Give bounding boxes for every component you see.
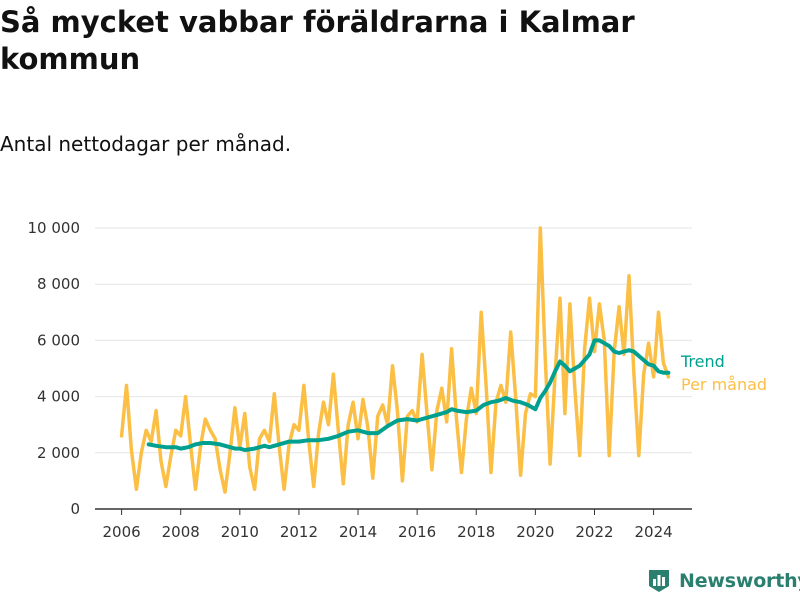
x-tick-label: 2012 xyxy=(280,523,318,541)
x-tick-label: 2006 xyxy=(103,523,141,541)
x-tick-label: 2014 xyxy=(339,523,377,541)
brand-name: Newsworthy xyxy=(679,570,800,592)
y-tick-label: 8 000 xyxy=(37,275,80,293)
y-tick-label: 4 000 xyxy=(37,388,80,406)
x-tick-label: 2018 xyxy=(457,523,495,541)
y-tick-label: 2 000 xyxy=(37,444,80,462)
monthly-series-label: Per månad xyxy=(681,375,767,394)
chart-title: Så mycket vabbar föräldrarna i Kalmar ko… xyxy=(0,5,635,76)
y-tick-label: 0 xyxy=(70,500,80,518)
y-tick-label: 10 000 xyxy=(28,219,81,237)
x-tick-label: 2008 xyxy=(162,523,200,541)
x-tick-label: 2016 xyxy=(398,523,436,541)
monthly-series-line xyxy=(119,226,671,494)
bar-chart-logo-icon xyxy=(649,570,669,592)
newsworthy-logo[interactable]: Newsworthy xyxy=(646,568,800,594)
y-axis: 0 2 000 4 000 6 000 8 000 10 000 xyxy=(28,219,81,518)
trend-series-label: Trend xyxy=(680,352,725,371)
x-axis: 2006 2008 2010 2012 2014 2016 2018 2020 2022 2024 xyxy=(103,509,673,541)
x-tick-label: 2010 xyxy=(221,523,259,541)
chart-subtitle: Antal nettodagar per månad. xyxy=(0,132,292,156)
x-tick-label: 2022 xyxy=(575,523,613,541)
y-tick-label: 6 000 xyxy=(37,331,80,349)
x-tick-label: 2020 xyxy=(516,523,554,541)
x-tick-label: 2024 xyxy=(634,523,672,541)
series-labels: Trend Per månad xyxy=(680,352,767,394)
trend-series-line xyxy=(146,338,671,452)
series xyxy=(119,226,671,494)
